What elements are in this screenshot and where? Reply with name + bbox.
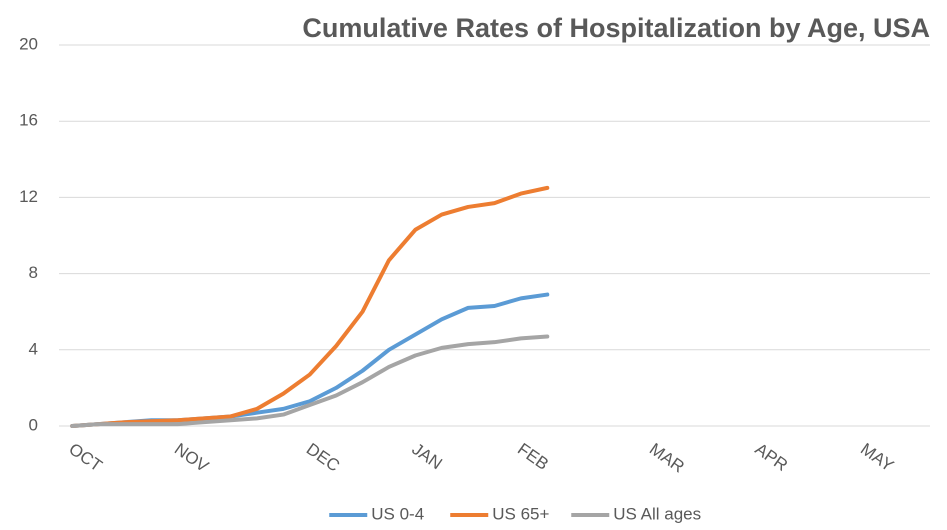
y-tick-label: 0 (29, 415, 38, 434)
y-tick-label: 4 (29, 339, 38, 358)
x-tick-label: DEC (303, 439, 343, 475)
x-tick-label: MAR (646, 439, 688, 476)
x-tick-label: OCT (65, 439, 105, 475)
chart-title: Cumulative Rates of Hospitalization by A… (302, 13, 930, 43)
x-tick-label: JAN (408, 439, 445, 473)
x-tick-label: FEB (514, 439, 552, 474)
y-tick-label: 12 (19, 187, 38, 206)
x-tick-label: APR (752, 439, 792, 475)
y-tick-label: 20 (19, 34, 38, 53)
y-tick-label: 16 (19, 111, 38, 130)
series-line (70, 334, 550, 428)
x-tick-label: NOV (171, 439, 213, 476)
legend-label: US 0-4 (371, 504, 424, 523)
y-tick-label: 8 (29, 263, 38, 282)
legend-label: US All ages (613, 504, 701, 523)
legend-label: US 65+ (492, 504, 549, 523)
series-line (70, 185, 550, 428)
x-tick-label: MAY (857, 439, 897, 475)
